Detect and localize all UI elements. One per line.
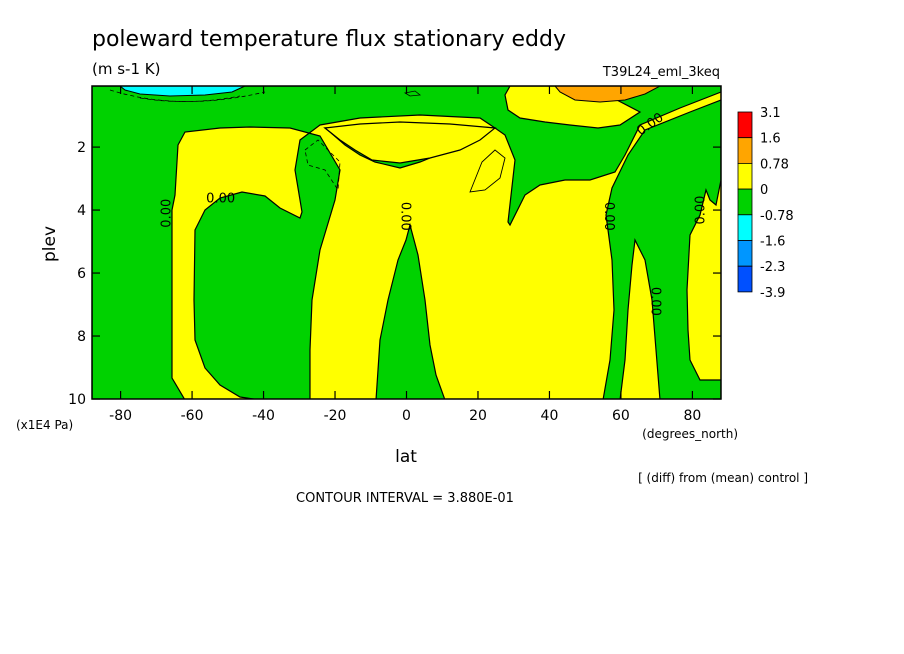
contour-interval: CONTOUR INTERVAL = 3.880E-01 xyxy=(296,491,514,506)
y-tick-label: 4 xyxy=(77,203,86,219)
legend-swatch xyxy=(737,111,753,139)
legend-swatch xyxy=(737,137,753,164)
y-axis-label: plev xyxy=(40,226,60,262)
legend-label: -1.6 xyxy=(760,235,785,250)
plot-area xyxy=(92,86,721,399)
legend-label: 1.6 xyxy=(760,132,781,147)
x-tick-label: -40 xyxy=(252,408,275,424)
y-axis: 2 4 6 8 10 xyxy=(68,140,721,408)
x-tick-label: -20 xyxy=(324,408,347,424)
contour-label: 0.00 xyxy=(694,196,709,225)
contour-label: 0.00 xyxy=(601,202,616,231)
legend-label: -0.78 xyxy=(760,209,794,224)
legend-label: 0.78 xyxy=(760,157,789,172)
legend-label: -3.9 xyxy=(760,286,785,301)
contour-label: 0.00 xyxy=(648,287,663,316)
y-tick-label: 10 xyxy=(68,392,86,408)
run-label: T39L24_eml_3keq xyxy=(602,65,720,80)
x-tick-label: 80 xyxy=(683,408,701,424)
x-tick-label: 20 xyxy=(469,408,487,424)
x-tick-label: -60 xyxy=(181,408,204,424)
chart-subtitle: (m s-1 K) xyxy=(92,60,160,78)
y-tick-label: 2 xyxy=(77,140,86,156)
positive-island-south xyxy=(323,121,497,164)
x-axis: -80 -60 -40 -20 0 20 40 60 80 xyxy=(109,86,701,424)
negative-region-equator xyxy=(375,222,446,399)
strong-negative-strip xyxy=(119,86,246,97)
small-contour-near-equator-top xyxy=(403,90,422,97)
x-tick-label: 0 xyxy=(402,408,411,424)
x-axis-label: lat xyxy=(395,447,417,467)
y-tick-label: 8 xyxy=(77,329,86,345)
legend-swatch xyxy=(737,214,753,241)
legend-label: 0 xyxy=(760,183,768,198)
negative-region-tropics-south xyxy=(92,86,721,399)
legend-label: 3.1 xyxy=(760,106,781,121)
contour-label: 0.00 xyxy=(206,191,235,206)
footer-note: [ (diff) from (mean) control ] xyxy=(638,471,808,485)
positive-outline-cell xyxy=(469,149,506,193)
y-axis-unit: (x1E4 Pa) xyxy=(16,418,73,432)
legend-swatch xyxy=(737,162,753,190)
strong-positive-cap xyxy=(554,86,661,103)
x-axis-unit: (degrees_north) xyxy=(642,427,738,441)
y-tick-label: 6 xyxy=(77,266,86,282)
legend-swatch xyxy=(737,265,753,293)
contour-label: 0.00 xyxy=(398,202,413,231)
legend-swatch xyxy=(737,188,753,216)
negative-region-north xyxy=(602,99,721,399)
x-tick-label: 40 xyxy=(541,408,559,424)
chart-title: poleward temperature flux stationary edd… xyxy=(92,27,566,52)
colorbar-legend: 3.1 1.6 0.78 0 -0.78 -1.6 -2.3 -3.9 xyxy=(737,106,794,301)
negative-dashed-contours xyxy=(109,89,341,192)
legend-label: -2.3 xyxy=(760,260,785,275)
legend-swatch xyxy=(737,240,753,267)
x-tick-label: -80 xyxy=(109,408,132,424)
contour-label: 0.00 xyxy=(159,199,174,228)
x-tick-label: 60 xyxy=(612,408,630,424)
